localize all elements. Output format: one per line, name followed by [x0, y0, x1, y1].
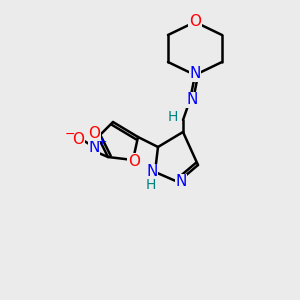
- Text: O: O: [72, 131, 84, 146]
- Text: H: H: [168, 110, 178, 124]
- Text: N: N: [186, 92, 198, 107]
- Text: O: O: [128, 154, 140, 169]
- Text: H: H: [146, 178, 156, 192]
- Text: O: O: [88, 125, 100, 140]
- Text: −: −: [65, 128, 75, 140]
- Text: N: N: [175, 175, 187, 190]
- Text: N: N: [189, 67, 201, 82]
- Text: O: O: [189, 14, 201, 29]
- Text: N: N: [146, 164, 158, 179]
- Text: +: +: [97, 137, 107, 147]
- Text: N: N: [88, 140, 100, 154]
